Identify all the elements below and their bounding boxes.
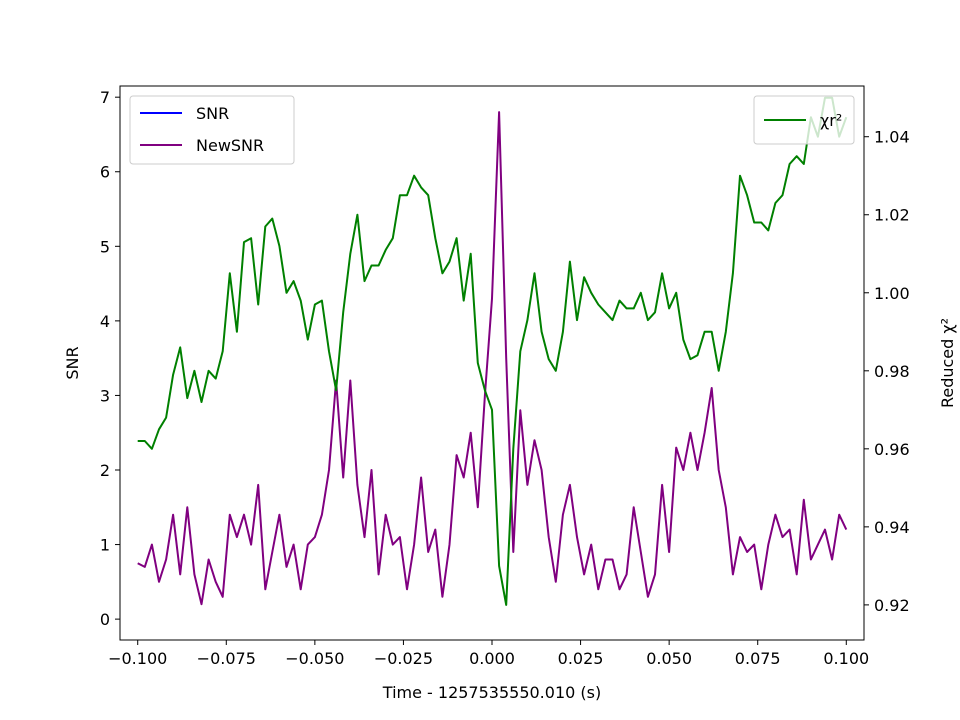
y-right-tick-label: 1.02 [874, 206, 910, 225]
y-axis-label-right: Reduced χ² [938, 318, 957, 408]
y-left-tick-label: 4 [100, 312, 110, 331]
y-left-tick-label: 2 [100, 461, 110, 480]
x-tick-label: 0.075 [735, 649, 781, 668]
y-right-tick-label: 0.92 [874, 596, 910, 615]
legend-right: χr² [753, 95, 855, 145]
legend-newsnr-label: NewSNR [196, 136, 264, 155]
y-axis-label-left: SNR [63, 346, 82, 379]
y-left-tick-label: 6 [100, 163, 110, 182]
x-tick-label: −0.050 [285, 649, 344, 668]
y-right-tick-label: 0.94 [874, 518, 910, 537]
y-left-tick-label: 7 [100, 88, 110, 107]
legend-snr-label: SNR [196, 104, 229, 123]
y-right-tick-label: 1.04 [874, 128, 910, 147]
y-left-tick-label: 0 [100, 610, 110, 629]
x-tick-label: 0.050 [646, 649, 692, 668]
y-left-tick-label: 5 [100, 237, 110, 256]
series-line-newsnr [137, 111, 848, 606]
x-tick-label: 0.025 [558, 649, 604, 668]
x-tick-label: −0.075 [197, 649, 256, 668]
y-left-tick-label: 3 [100, 386, 110, 405]
series-line-r [137, 96, 848, 606]
legend-left: SNR NewSNR [129, 95, 295, 165]
x-tick-label: 0.000 [469, 649, 515, 668]
legend-chi2-label: χr² [820, 111, 842, 130]
y-right-tick-label: 1.00 [874, 284, 910, 303]
axes-layer: −0.100 −0.075 −0.050 −0.025 0.000 0.025 0.050 0… [100, 85, 910, 668]
x-tick-label: −0.025 [374, 649, 433, 668]
y-right-tick-label: 0.98 [874, 362, 910, 381]
plot-area [120, 86, 864, 640]
x-tick-label: 0.100 [823, 649, 869, 668]
series-layer [137, 96, 848, 606]
y-right-tick-label: 0.96 [874, 440, 910, 459]
x-axis-label: Time - 1257535550.010 (s) [382, 683, 601, 702]
x-tick-label: −0.100 [108, 649, 167, 668]
y-left-tick-label: 1 [100, 536, 110, 555]
